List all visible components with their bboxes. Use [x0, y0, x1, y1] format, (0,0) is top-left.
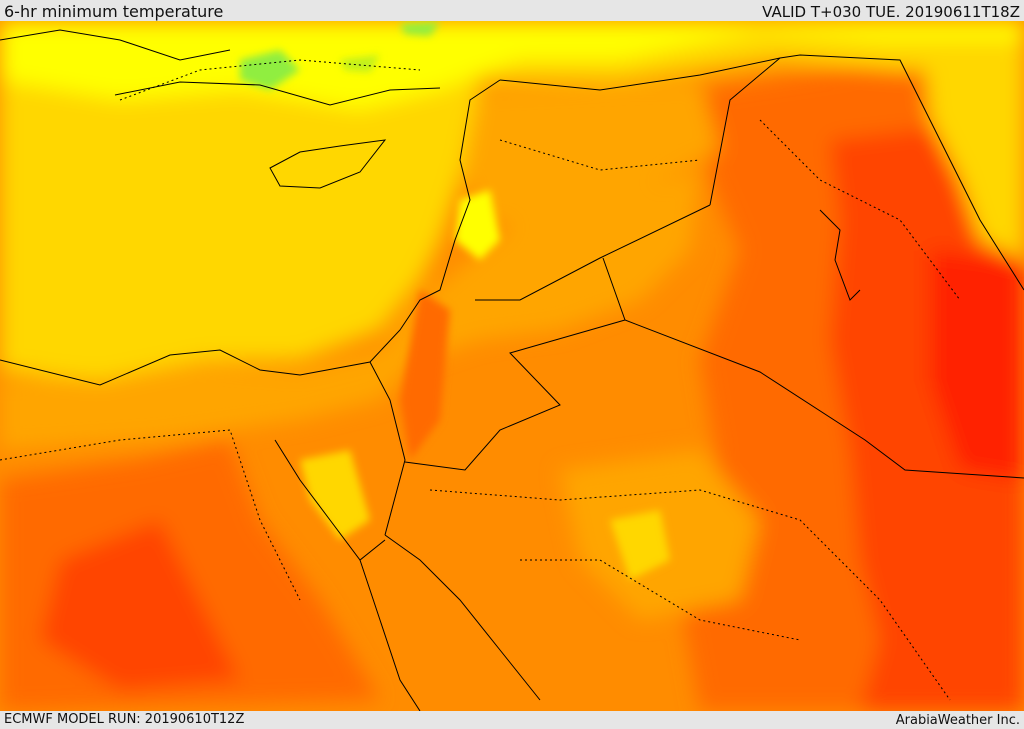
red-sea-east-coast — [384, 534, 541, 701]
map-footer: ECMWF MODEL RUN: 20190610T12Z ArabiaWeat… — [0, 711, 1024, 729]
valid-time: VALID T+030 TUE. 20190611T18Z — [762, 3, 1020, 21]
sinai-gold-patch — [300, 450, 370, 540]
turkey-green-patch — [240, 50, 300, 90]
turkey-green-patch-north — [400, 22, 440, 36]
cold-patches — [240, 22, 670, 580]
mesopotamia-hot-zone — [830, 120, 1024, 600]
syria-amber-zone — [460, 80, 720, 230]
saudi-province-lines-south — [520, 559, 801, 641]
levant-coastline — [0, 79, 501, 386]
lebanon-yellow-patch — [455, 190, 500, 260]
turkey-province-lines — [119, 59, 421, 101]
iran-gold-zone — [920, 21, 1024, 260]
southeast-hot-zone — [860, 540, 1024, 711]
saudi-gold-patch — [610, 510, 670, 580]
credit-label: ArabiaWeather Inc. — [895, 713, 1020, 728]
temperature-map-canvas — [0, 21, 1024, 711]
temperature-contours — [0, 21, 1024, 711]
syria-iraq-border — [475, 204, 711, 301]
iraq-turkey-border — [709, 57, 781, 206]
syria-province-lines — [499, 139, 701, 171]
temperature-map[interactable] — [0, 21, 1024, 711]
saudi-iraq-border — [602, 257, 1024, 479]
aegean-coastline — [0, 29, 231, 61]
gulf-of-suez — [274, 439, 386, 561]
jordan-valley-warm-strip — [400, 290, 450, 460]
iraq-lake-outline — [819, 209, 861, 301]
jordan-saudi-border — [404, 319, 626, 471]
mediterranean-gold-zone — [0, 21, 1024, 380]
red-sea-west-coast — [359, 559, 421, 711]
coastal-amber-band — [0, 170, 700, 450]
province-lines — [0, 59, 961, 701]
cyprus-coastline — [269, 139, 387, 189]
sinai-border — [369, 361, 406, 536]
anatolia-yellow-zone — [0, 21, 1024, 110]
boundaries — [0, 29, 1024, 711]
egypt-desert-hot-zone — [40, 520, 240, 690]
map-title: 6-hr minimum temperature — [4, 2, 224, 21]
turkey-yellowgreen-patch — [340, 55, 380, 72]
egypt-province-lines — [0, 429, 301, 601]
turkey-south-coast — [114, 81, 441, 106]
map-header: 6-hr minimum temperature VALID T+030 TUE… — [0, 0, 1024, 21]
southern-iraq-max-zone — [930, 250, 1024, 480]
northern-border — [499, 54, 1024, 291]
model-run-label: ECMWF MODEL RUN: 20190610T12Z — [4, 712, 245, 727]
